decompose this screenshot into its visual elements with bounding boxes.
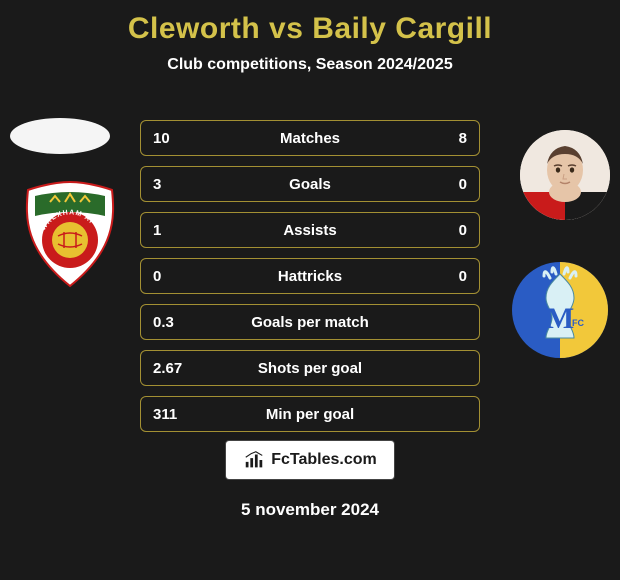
stat-right-value: 0 bbox=[407, 176, 467, 193]
comparison-card: Cleworth vs Baily Cargill Club competiti… bbox=[0, 0, 620, 580]
stat-left-value: 311 bbox=[153, 406, 213, 423]
svg-text:M: M bbox=[546, 302, 574, 335]
stat-row: 1 Assists 0 bbox=[140, 212, 480, 248]
stat-row: 311 Min per goal bbox=[140, 396, 480, 432]
stat-right-value: 0 bbox=[407, 222, 467, 239]
brand-text: FcTables.com bbox=[271, 451, 377, 469]
player-right-photo bbox=[520, 130, 610, 220]
stat-left-value: 1 bbox=[153, 222, 213, 239]
stat-label: Matches bbox=[213, 130, 407, 147]
stat-row: 2.67 Shots per goal bbox=[140, 350, 480, 386]
stat-label: Goals bbox=[213, 176, 407, 193]
club-right-crest: M FC bbox=[510, 260, 610, 360]
stat-right-value: 8 bbox=[407, 130, 467, 147]
stat-label: Assists bbox=[213, 222, 407, 239]
stat-row: 0.3 Goals per match bbox=[140, 304, 480, 340]
player-left-photo bbox=[10, 118, 110, 154]
stat-left-value: 10 bbox=[153, 130, 213, 147]
chart-icon bbox=[243, 449, 265, 471]
stat-left-value: 3 bbox=[153, 176, 213, 193]
stat-label: Shots per goal bbox=[213, 360, 407, 377]
stat-row: 0 Hattricks 0 bbox=[140, 258, 480, 294]
stat-left-value: 0.3 bbox=[153, 314, 213, 331]
stat-label: Min per goal bbox=[213, 406, 407, 423]
stat-left-value: 2.67 bbox=[153, 360, 213, 377]
stat-label: Goals per match bbox=[213, 314, 407, 331]
page-title: Cleworth vs Baily Cargill bbox=[0, 0, 620, 46]
svg-text:FC: FC bbox=[572, 318, 584, 328]
generated-date: 5 november 2024 bbox=[0, 500, 620, 520]
brand-badge: FcTables.com bbox=[225, 440, 395, 480]
club-left-crest: WREXHAM AFC bbox=[20, 178, 120, 290]
stat-row: 3 Goals 0 bbox=[140, 166, 480, 202]
stats-table: 10 Matches 8 3 Goals 0 1 Assists 0 0 Hat… bbox=[140, 120, 480, 442]
stat-label: Hattricks bbox=[213, 268, 407, 285]
stat-right-value: 0 bbox=[407, 268, 467, 285]
stat-row: 10 Matches 8 bbox=[140, 120, 480, 156]
subtitle: Club competitions, Season 2024/2025 bbox=[0, 56, 620, 74]
stat-left-value: 0 bbox=[153, 268, 213, 285]
